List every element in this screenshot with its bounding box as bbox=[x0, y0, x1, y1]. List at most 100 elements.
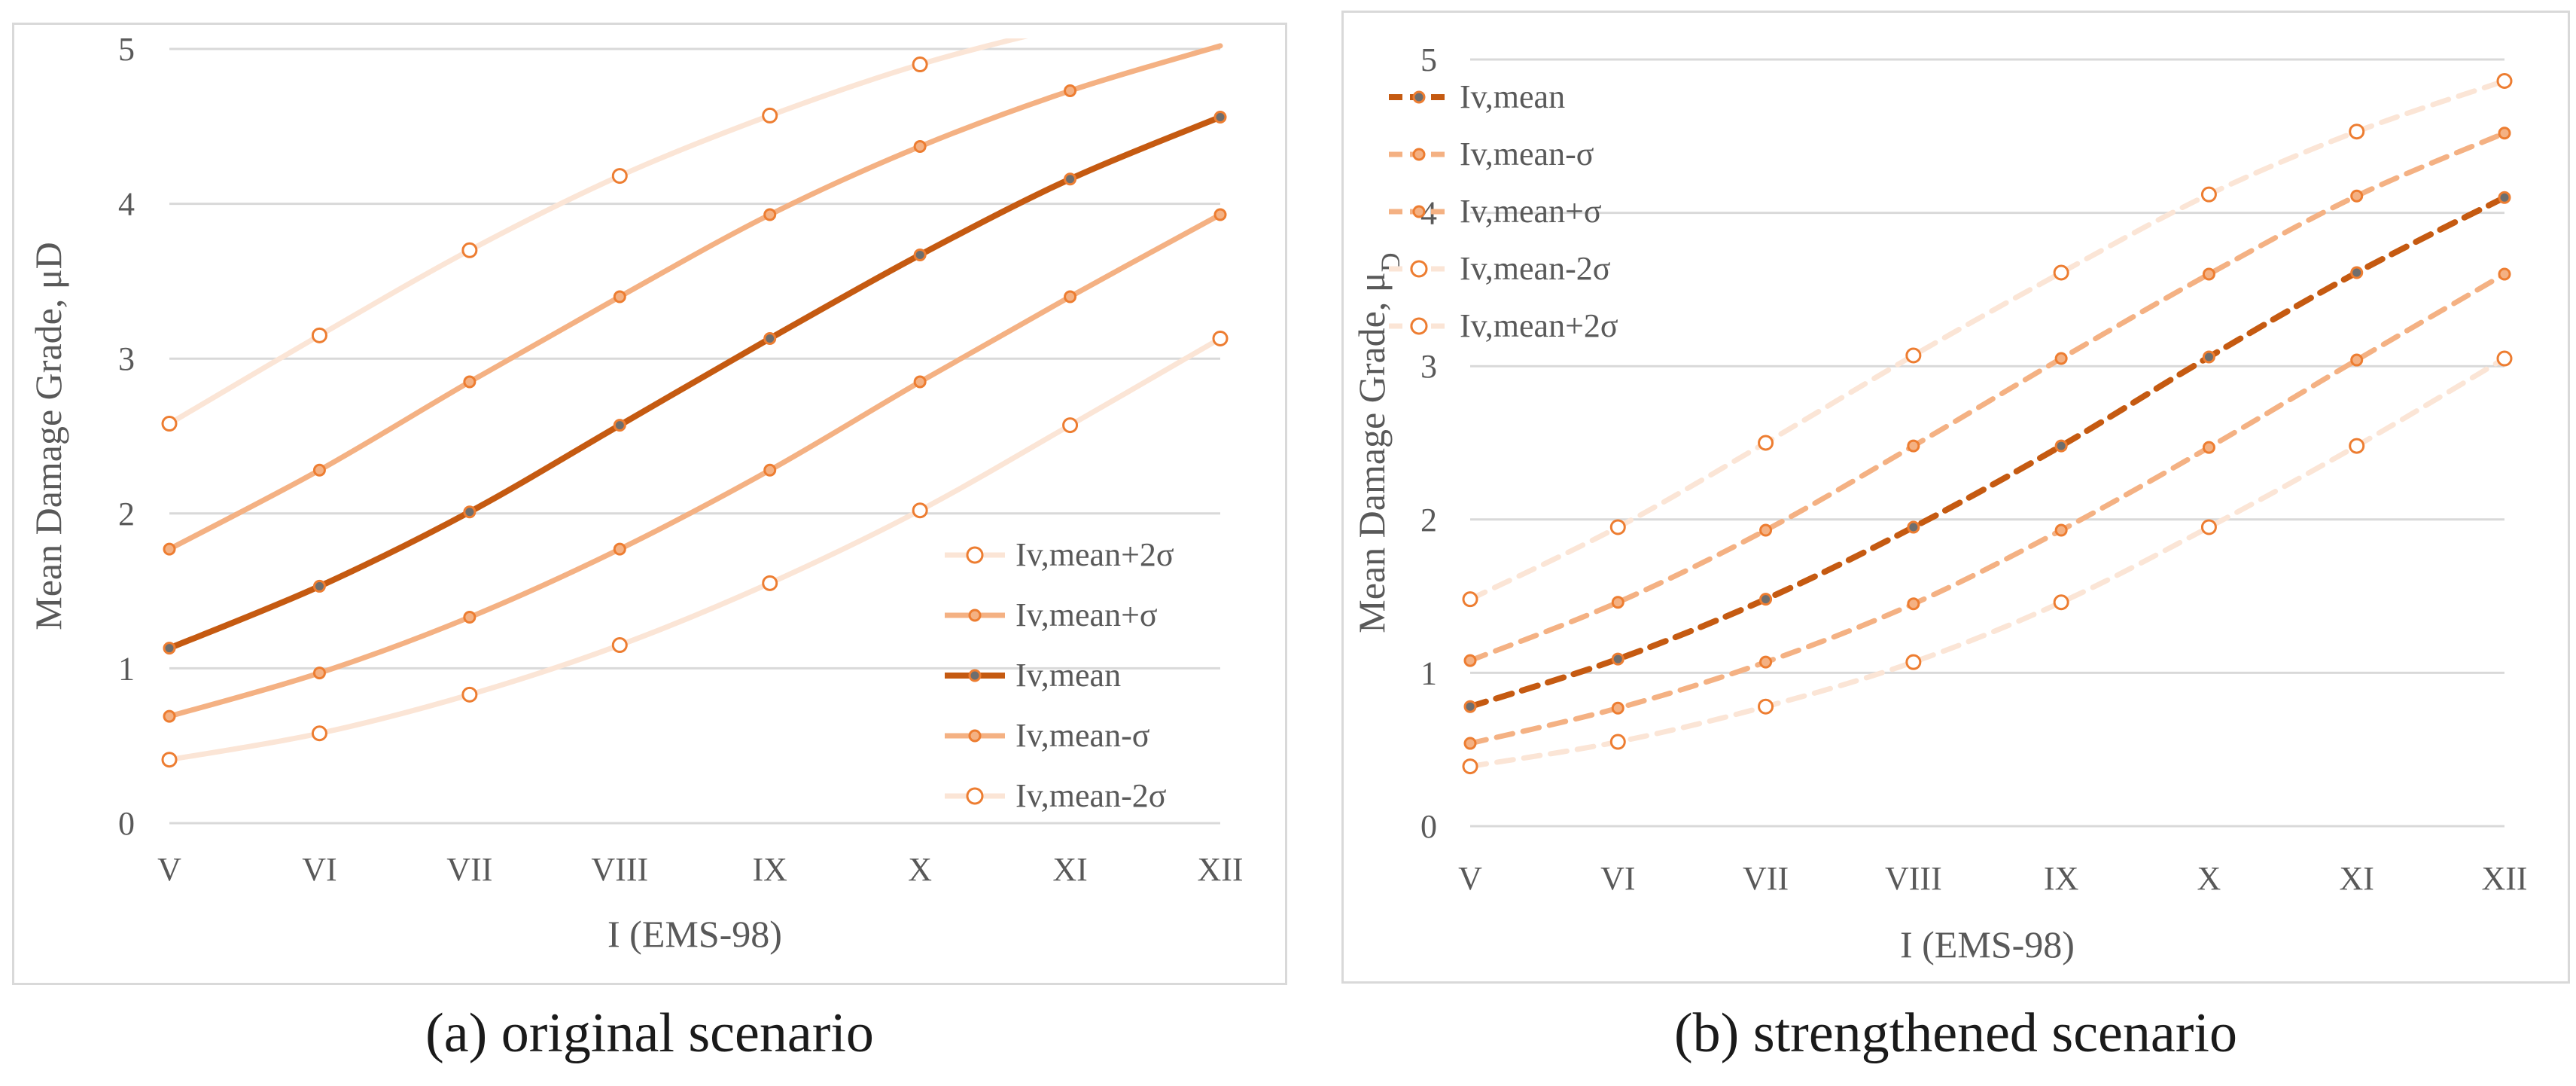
legend-marker bbox=[1410, 260, 1428, 278]
x-tick-label: VI bbox=[302, 851, 336, 888]
data-point-iv-mean-minus-sigma bbox=[2498, 267, 2511, 281]
legend-label: Iv,mean bbox=[1015, 657, 1121, 694]
legend-marker bbox=[1410, 317, 1428, 335]
legend-marker bbox=[968, 729, 982, 743]
data-point-iv-mean-minus-2sigma bbox=[1212, 330, 1229, 346]
data-point-iv-meanplus-minus-2sigma bbox=[2053, 264, 2069, 281]
y-tick-label: 1 bbox=[118, 650, 135, 687]
data-point-iv-mean-minus-sigma bbox=[613, 542, 626, 556]
data-point-iv-mean bbox=[1064, 172, 1077, 186]
legend-item-iv-mean: Iv,mean bbox=[945, 657, 1121, 694]
y-tick-label: 5 bbox=[118, 31, 135, 68]
data-point-iv-meanplus-minus-2sigma bbox=[311, 327, 327, 343]
x-tick-label: VIII bbox=[1885, 860, 1942, 897]
x-tick-label: IX bbox=[752, 851, 787, 888]
x-tick-label: XII bbox=[2481, 860, 2527, 897]
caption-strengthened: (b) strengthened scenario bbox=[1674, 1002, 2237, 1064]
legend-marker bbox=[1412, 205, 1426, 218]
chart-original-svg: 0 1 2 3 4 5 V VI VII VIII IX X XI XII I (EMS-98) Mean D… bbox=[27, 31, 1244, 955]
y-tick-label: 2 bbox=[118, 496, 135, 532]
y-axis-title: Mean Damage Grade, μD bbox=[27, 242, 69, 630]
legend-label: Iv,mean-σ bbox=[1015, 717, 1150, 754]
data-point-iv-mean-minus-2sigma bbox=[311, 725, 327, 742]
data-point-iv-meanplus-minus-sigma bbox=[1064, 84, 1077, 98]
legend-item-iv-mean-minus-2sigma: Iv,mean-2σ bbox=[1389, 250, 1611, 287]
legend-item-iv-mean-minus-sigma: Iv,mean-σ bbox=[945, 717, 1150, 754]
data-point-iv-meanplus-minus-sigma bbox=[2498, 127, 2511, 140]
x-tick-label: XI bbox=[2339, 860, 2374, 897]
data-point-iv-meanplus-minus-2sigma bbox=[1758, 435, 1774, 451]
data-point-iv-mean-minus-sigma bbox=[2350, 353, 2364, 367]
series-line-iv-mean-minus-sigma bbox=[166, 212, 1223, 719]
data-point-iv-mean-minus-2sigma bbox=[1062, 417, 1079, 434]
chart-panel-original: 0 1 2 3 4 5 V VI VII VIII IX X XI XII I (EMS-98) Mean D… bbox=[12, 23, 1287, 985]
data-point-iv-meanplus-minus-2sigma bbox=[1462, 591, 1478, 608]
series-line-iv-mean-minus-sigma bbox=[1467, 271, 2507, 746]
x-axis-title: I (EMS-98) bbox=[607, 913, 782, 955]
data-point-iv-mean bbox=[463, 505, 477, 519]
y-axis-title: Mean Damage Grade, μD bbox=[1350, 252, 1405, 633]
x-tick-label: V bbox=[1458, 860, 1482, 897]
legend-item-iv-meanplus-minus-sigma: Iv,mean+σ bbox=[1389, 193, 1602, 230]
chart-strengthened-svg: 0 1 2 3 4 5 V VI VII VIII IX X XI XII I (EMS-98) Mean D… bbox=[1350, 41, 2528, 966]
data-point-iv-mean bbox=[312, 579, 326, 593]
data-point-iv-mean-minus-2sigma bbox=[1609, 734, 1626, 750]
data-point-iv-mean-minus-sigma bbox=[1611, 701, 1624, 715]
data-point-iv-meanplus-minus-2sigma bbox=[762, 107, 778, 124]
data-point-iv-meanplus-minus-sigma bbox=[2350, 189, 2364, 203]
legend-item-iv-meanplus-minus-2sigma: Iv,mean+2σ bbox=[945, 536, 1174, 573]
data-point-iv-meanplus-minus-2sigma bbox=[461, 242, 478, 258]
legend: Iv,mean+2σ Iv,mean+σ Iv,mean Iv,mean-σ Iv,me… bbox=[945, 536, 1174, 814]
y-tick-label: 4 bbox=[1420, 195, 1437, 232]
series-line-iv-mean bbox=[166, 114, 1223, 651]
data-point-iv-meanplus-minus-sigma bbox=[1611, 596, 1624, 609]
data-point-iv-meanplus-minus-2sigma bbox=[1609, 519, 1626, 535]
y-tick-label: 4 bbox=[118, 186, 135, 223]
legend-item-iv-mean-minus-sigma: Iv,mean-σ bbox=[1389, 136, 1594, 172]
legend-label: Iv,mean bbox=[1460, 78, 1565, 115]
data-point-iv-mean-minus-2sigma bbox=[912, 502, 928, 519]
legend: Iv,mean Iv,mean-σ Iv,mean+σ Iv,mean-2σ Iv,me… bbox=[1389, 78, 1618, 344]
data-point-iv-mean bbox=[1213, 110, 1227, 124]
data-point-iv-meanplus-minus-sigma bbox=[913, 140, 927, 154]
data-point-iv-meanplus-minus-2sigma bbox=[2349, 124, 2365, 140]
data-point-iv-mean bbox=[613, 419, 626, 432]
data-point-iv-mean bbox=[163, 642, 176, 655]
legend-label: Iv,mean-σ bbox=[1460, 136, 1594, 172]
data-point-iv-meanplus-minus-sigma bbox=[1759, 523, 1773, 537]
x-tick-label: VIII bbox=[591, 851, 648, 888]
data-point-iv-mean bbox=[2350, 266, 2364, 279]
y-tick-label: 5 bbox=[1420, 41, 1437, 78]
y-tick-label: 3 bbox=[1420, 348, 1437, 385]
data-point-iv-mean bbox=[2498, 191, 2511, 204]
data-point-iv-mean bbox=[1759, 593, 1773, 606]
legend-label: Iv,mean+σ bbox=[1460, 193, 1602, 230]
series-line-iv-mean-minus-2sigma bbox=[1467, 355, 2507, 770]
y-tick-label: 0 bbox=[1420, 808, 1437, 845]
legend-label: Iv,mean+σ bbox=[1015, 596, 1158, 633]
x-tick-label: VII bbox=[1743, 860, 1789, 897]
chart-panel-strengthened: 0 1 2 3 4 5 V VI VII VIII IX X XI XII I (EMS-98) Mean D… bbox=[1341, 11, 2570, 984]
legend-item-iv-mean-minus-2sigma: Iv,mean-2σ bbox=[945, 777, 1167, 814]
data-point-iv-meanplus-minus-sigma bbox=[312, 463, 326, 477]
data-point-iv-mean-minus-2sigma bbox=[611, 637, 628, 654]
data-point-iv-mean bbox=[2202, 350, 2215, 364]
data-point-iv-mean-minus-sigma bbox=[463, 611, 477, 624]
data-point-iv-mean bbox=[2054, 439, 2068, 453]
legend-marker bbox=[1412, 90, 1426, 104]
data-point-iv-meanplus-minus-2sigma bbox=[611, 168, 628, 185]
legend-item-iv-mean: Iv,mean bbox=[1389, 78, 1565, 115]
x-tick-label: V bbox=[157, 851, 181, 888]
data-point-iv-meanplus-minus-2sigma bbox=[912, 56, 928, 73]
legend-marker bbox=[1412, 148, 1426, 161]
data-point-iv-mean-minus-2sigma bbox=[2349, 438, 2365, 454]
series-line-iv-mean bbox=[1467, 194, 2507, 710]
data-point-iv-mean-minus-sigma bbox=[2054, 523, 2068, 537]
data-point-iv-mean-minus-2sigma bbox=[2053, 594, 2069, 611]
data-point-iv-mean bbox=[1463, 700, 1477, 713]
data-point-iv-mean-minus-2sigma bbox=[762, 575, 778, 591]
data-point-iv-mean-minus-2sigma bbox=[1758, 698, 1774, 715]
data-point-iv-mean-minus-2sigma bbox=[2200, 519, 2217, 535]
legend-marker bbox=[968, 609, 982, 622]
data-point-iv-meanplus-minus-2sigma bbox=[2496, 73, 2513, 90]
